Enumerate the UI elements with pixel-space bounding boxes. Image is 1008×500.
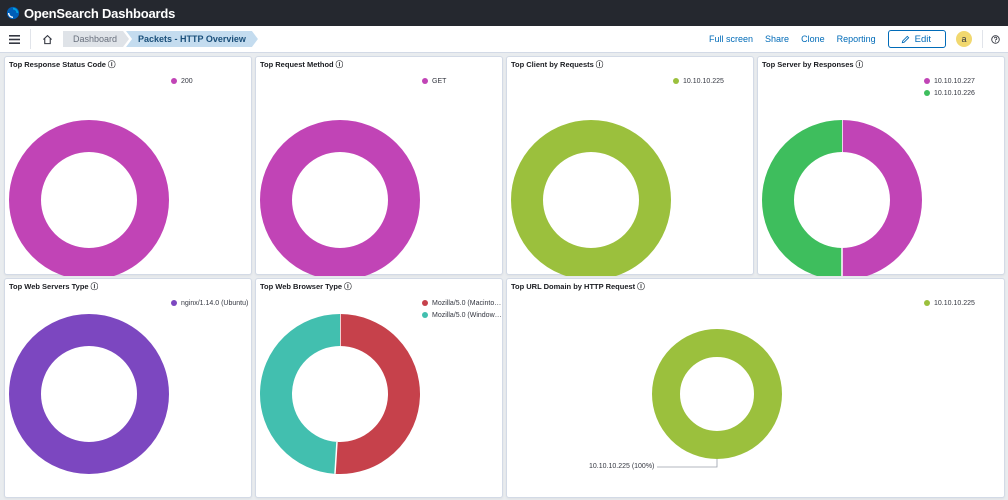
pencil-icon (901, 35, 909, 43)
info-icon[interactable]: ⓘ (90, 282, 99, 291)
donut-chart[interactable] (507, 279, 1006, 499)
panel-title: Top URL Domain by HTTP Request ⓘ (511, 282, 645, 291)
legend-color-dot (924, 90, 930, 96)
legend-color-dot (924, 300, 930, 306)
panel-top-response-status-code: Top Response Status Code ⓘ 200 (4, 56, 253, 276)
legend-item[interactable]: 10.10.10.227 (924, 75, 975, 87)
legend-color-dot (171, 78, 177, 84)
panel-title: Top Server by Responses ⓘ (762, 60, 864, 69)
donut-slice[interactable] (511, 120, 671, 276)
breadcrumb-dashboard[interactable]: Dashboard (63, 31, 129, 47)
info-icon[interactable]: ⓘ (344, 282, 352, 291)
legend-item[interactable]: nginx/1.14.0 (Ubuntu) (171, 297, 248, 309)
legend-item[interactable]: GET (422, 75, 446, 87)
legend-label: Mozilla/5.0 (Window… (432, 311, 502, 319)
chart-legend: 10.10.10.227 10.10.10.226 (924, 75, 975, 99)
panel-top-request-method: Top Request Method ⓘ GET (255, 56, 504, 276)
panel-title: Top Web Servers Type ⓘ (9, 282, 99, 291)
panel-title: Top Web Browser Type ⓘ (260, 282, 352, 291)
legend-item[interactable]: 200 (171, 75, 193, 87)
donut-chart[interactable] (758, 57, 1006, 276)
donut-slice[interactable] (652, 329, 782, 459)
panel-top-client-by-requests: Top Client by Requests ⓘ 10.10.10.225 (506, 56, 755, 276)
legend-item[interactable]: Mozilla/5.0 (Window… (422, 309, 502, 321)
dashboard-actions: Full screen Share Clone Reporting Edit a (709, 30, 1008, 48)
donut-slice[interactable] (335, 314, 420, 474)
reporting-button[interactable]: Reporting (836, 34, 876, 44)
panel-title: Top Response Status Code ⓘ (9, 60, 116, 69)
slice-callout-label: 10.10.10.225 (100%) (589, 463, 655, 470)
edit-button-label: Edit (914, 33, 931, 45)
opensearch-logo[interactable]: OpenSearch Dashboards (6, 6, 175, 21)
info-icon[interactable]: ⓘ (335, 60, 344, 69)
panel-top-web-browser-type: Top Web Browser Type ⓘ Mozilla/5.0 (Macin… (255, 278, 503, 498)
legend-item[interactable]: 10.10.10.225 (673, 75, 724, 87)
legend-label: 10.10.10.226 (934, 89, 975, 97)
edit-button[interactable]: Edit (887, 30, 946, 48)
top-header: OpenSearch Dashboards (0, 0, 1008, 26)
legend-color-dot (422, 300, 428, 306)
slice-separator (334, 441, 338, 474)
user-avatar[interactable]: a (956, 31, 972, 47)
callout-leader-line (657, 459, 718, 468)
legend-label: GET (432, 77, 447, 85)
legend-item[interactable]: 10.10.10.226 (924, 87, 975, 99)
donut-slice[interactable] (260, 120, 420, 276)
donut-chart[interactable] (5, 57, 253, 276)
donut-slice[interactable] (9, 314, 169, 474)
chart-legend: Mozilla/5.0 (Macinto… Mozilla/5.0 (Window… (422, 297, 502, 321)
home-icon[interactable] (30, 29, 57, 49)
panel-top-server-by-responses: Top Server by Responses ⓘ 10.10.10.227 10.… (757, 56, 1006, 276)
brand-name: OpenSearch Dashboards (24, 5, 176, 21)
clone-button[interactable]: Clone (801, 34, 825, 44)
legend-color-dot (673, 78, 679, 84)
info-icon[interactable]: ⓘ (855, 60, 864, 69)
chart-legend: 200 (171, 75, 193, 87)
donut-chart[interactable] (256, 57, 504, 276)
chart-legend: GET (422, 75, 446, 87)
legend-label: 10.10.10.227 (934, 77, 975, 85)
donut-slice[interactable] (9, 120, 169, 276)
legend-label: nginx/1.14.0 (Ubuntu) (181, 299, 249, 307)
chart-legend: nginx/1.14.0 (Ubuntu) (171, 297, 248, 309)
full-screen-button[interactable]: Full screen (709, 34, 754, 44)
legend-color-dot (924, 78, 930, 84)
donut-chart[interactable] (256, 279, 504, 499)
panel-title: Top Request Method ⓘ (260, 60, 344, 69)
chart-legend: 10.10.10.225 (924, 297, 975, 309)
legend-label: 10.10.10.225 (683, 77, 724, 85)
menu-icon[interactable] (4, 29, 24, 49)
legend-label: Mozilla/5.0 (Macinto… (432, 299, 502, 307)
legend-color-dot (422, 78, 428, 84)
help-icon[interactable] (982, 30, 1000, 48)
donut-slice[interactable] (841, 120, 922, 276)
donut-slice[interactable] (260, 314, 341, 474)
legend-color-dot (422, 312, 428, 318)
donut-chart[interactable] (507, 57, 755, 276)
info-icon[interactable]: ⓘ (637, 282, 645, 291)
donut-chart[interactable] (5, 279, 253, 499)
legend-label: 200 (181, 77, 193, 85)
legend-item[interactable]: 10.10.10.225 (924, 297, 975, 309)
breadcrumb-current-page: Packets - HTTP Overview (126, 31, 258, 47)
panel-top-web-servers-type: Top Web Servers Type ⓘ nginx/1.14.0 (Ubun… (4, 278, 252, 498)
info-icon[interactable]: ⓘ (107, 60, 116, 69)
panel-title: Top Client by Requests ⓘ (511, 60, 604, 69)
panel-top-url-domain-by-http-request: Top URL Domain by HTTP Request ⓘ 10.10.10… (506, 278, 1005, 498)
legend-label: 10.10.10.225 (934, 299, 975, 307)
info-icon[interactable]: ⓘ (595, 60, 604, 69)
legend-color-dot (171, 300, 177, 306)
donut-slice[interactable] (762, 120, 843, 276)
chart-legend: 10.10.10.225 (673, 75, 724, 87)
breadcrumb: Dashboard Packets - HTTP Overview (63, 31, 255, 47)
opensearch-logo-icon (6, 6, 20, 20)
share-button[interactable]: Share (765, 34, 790, 44)
dashboard-nav-bar: Dashboard Packets - HTTP Overview Full s… (0, 26, 1008, 53)
legend-item[interactable]: Mozilla/5.0 (Macinto… (422, 297, 502, 309)
